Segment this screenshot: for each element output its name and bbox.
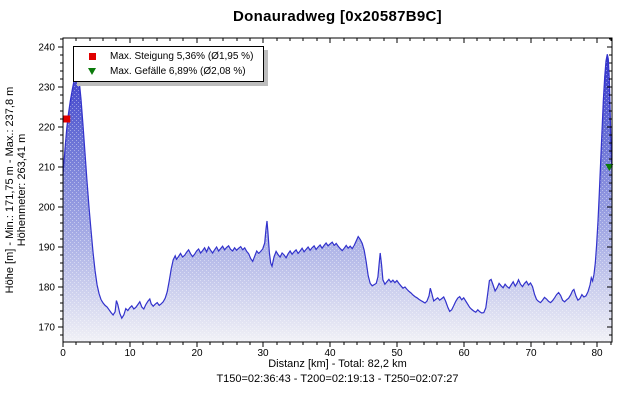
svg-text:60: 60 (458, 348, 470, 359)
legend-marker-cell (74, 68, 110, 75)
plot-frame (62, 37, 613, 343)
legend-item-max-gefaelle: Max. Gefälle 6,89% (Ø2,08 %) (74, 64, 253, 79)
profile-area-texture (63, 54, 612, 342)
svg-text:220: 220 (38, 123, 55, 134)
legend-box: Max. Steigung 5,36% (Ø1,95 %) Max. Gefäl… (73, 46, 265, 82)
max-gefaelle-marker (605, 164, 614, 171)
profile-line (62, 54, 613, 320)
axis-tick-labels: 0 10 20 30 40 50 60 70 80 170 180 190 200 210 220 230 24… (38, 43, 603, 360)
legend-marker-cell (74, 53, 110, 60)
svg-text:230: 230 (38, 83, 55, 94)
svg-text:190: 190 (38, 243, 55, 254)
y-axis-title-line1: Höhe [m] - Min.: 171,75 m - Max.: 237,8 … (4, 86, 16, 294)
legend-label-max-steigung: Max. Steigung 5,36% (Ø1,95 %) (110, 51, 254, 62)
svg-text:80: 80 (591, 348, 603, 359)
y-axis-title: Höhe [m] - Min.: 171,75 m - Max.: 237,8 … (4, 40, 28, 340)
svg-text:240: 240 (38, 43, 55, 54)
green-triangle-down-icon (88, 68, 96, 75)
svg-text:210: 210 (38, 163, 55, 174)
svg-text:170: 170 (38, 323, 55, 334)
y-axis-title-line2: Höhenmeter: 263,41 m (16, 133, 28, 247)
svg-text:180: 180 (38, 283, 55, 294)
x-axis-title: Distanz [km] - Total: 82,2 km (268, 358, 407, 370)
legend-item-max-steigung: Max. Steigung 5,36% (Ø1,95 %) (74, 49, 253, 64)
svg-text:50: 50 (391, 348, 403, 359)
svg-text:20: 20 (191, 348, 203, 359)
svg-text:10: 10 (124, 348, 136, 359)
time-estimates-text: T150=02:36:43 - T200=02:19:13 - T250=02:… (216, 373, 459, 385)
svg-text:30: 30 (257, 348, 269, 359)
max-steigung-marker (63, 115, 71, 123)
svg-text:40: 40 (324, 348, 336, 359)
svg-text:70: 70 (525, 348, 537, 359)
legend-label-max-gefaelle: Max. Gefälle 6,89% (Ø2,08 %) (110, 66, 246, 77)
page-title: Donauradweg [0x20587B9C] (233, 8, 442, 25)
red-square-icon (88, 53, 96, 60)
svg-text:200: 200 (38, 203, 55, 214)
svg-text:0: 0 (60, 348, 66, 359)
